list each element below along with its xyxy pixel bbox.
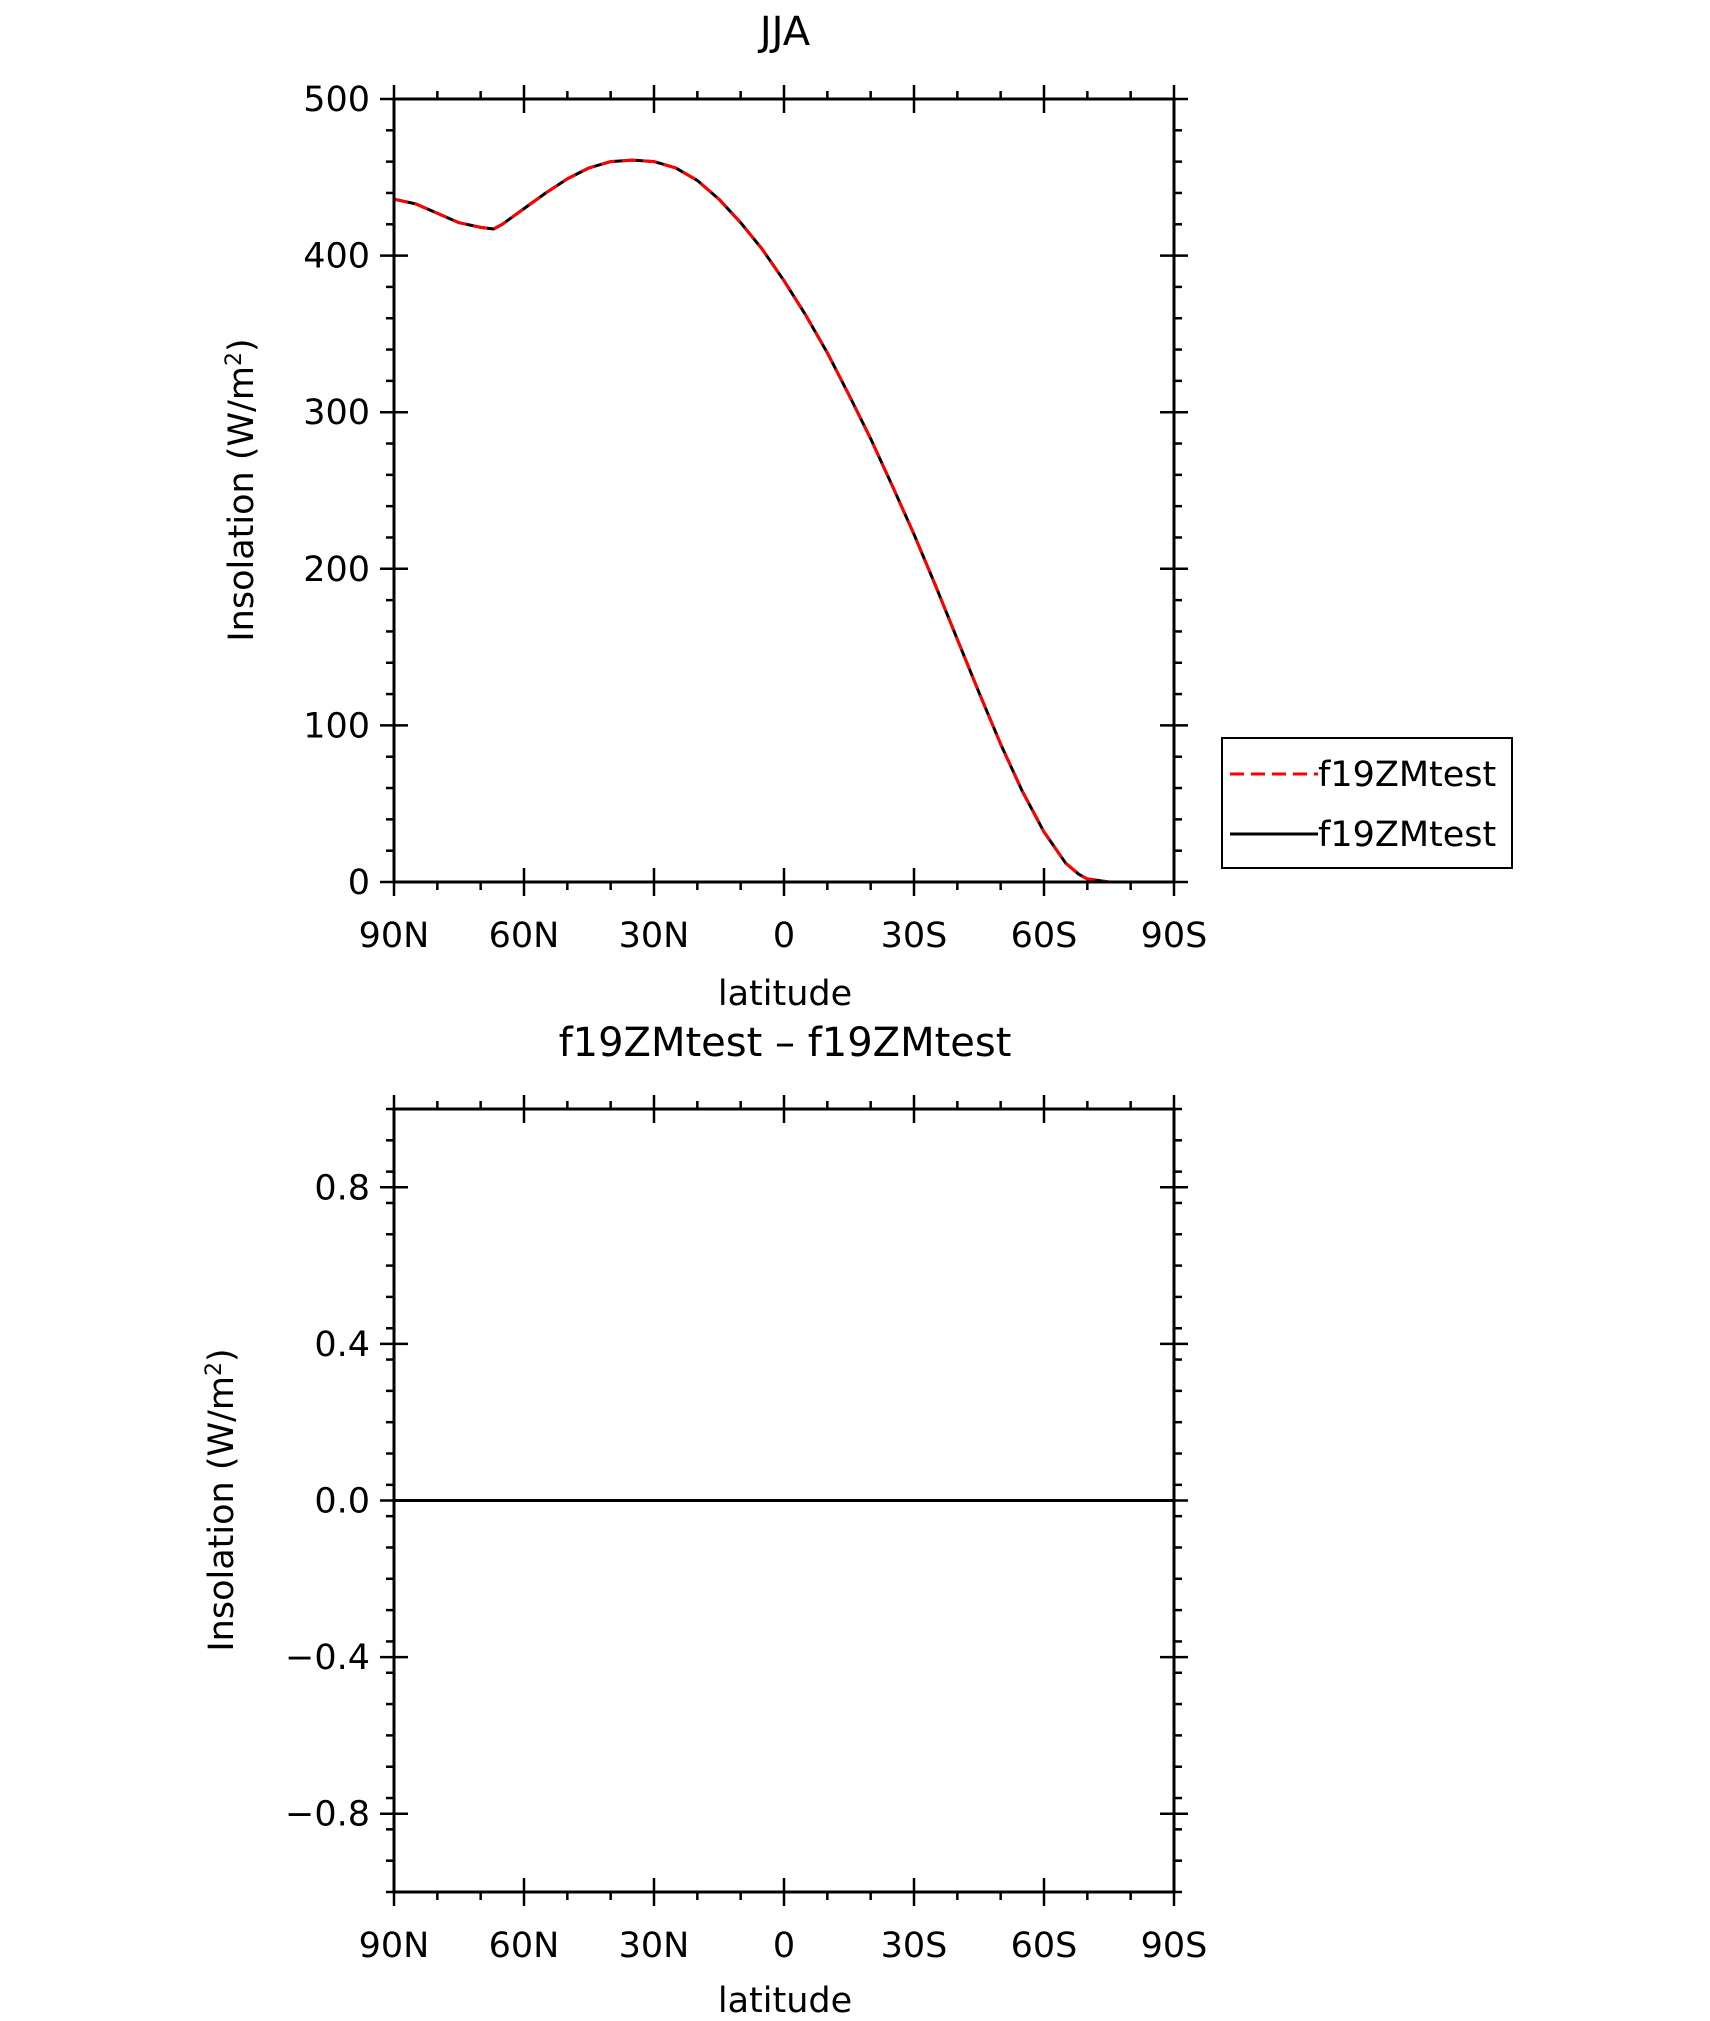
x-tick-label: 90S	[1141, 916, 1208, 956]
x-tick-label: 30N	[619, 1926, 690, 1966]
y-tick-label: 0.8	[314, 1168, 370, 1208]
panel-title: f19ZMtest – f19ZMtest	[559, 1020, 1012, 1066]
axis-ticks: 90N 60N 30N 0 30S 60S 90S 0 100 200 300 400 500	[303, 80, 1207, 956]
x-axis-title: latitude	[718, 974, 852, 1014]
y-tick-label: 100	[303, 706, 370, 746]
legend-box	[1221, 737, 1513, 869]
x-tick-label: 0	[773, 1926, 795, 1966]
y-axis-title: Insolation (W/m2)	[222, 338, 262, 641]
series-line	[393, 158, 1174, 884]
legend-label: f19ZMtest	[1318, 815, 1496, 855]
x-axis-title: latitude	[718, 1981, 852, 2021]
y-tick-label: −0.4	[285, 1638, 370, 1678]
y-axis-title-main: Insolation (W/m	[202, 1376, 242, 1652]
x-tick-label: 60S	[1011, 1926, 1078, 1966]
panel-title: JJA	[757, 9, 811, 55]
insolation-panel: JJA 90N 60N 30N 0 30S 60S 90S0100200300400500 …	[222, 9, 1513, 1014]
difference-panel: f19ZMtest – f19ZMtest 90N 60N 30N 0 30S 60S 90…	[202, 1020, 1207, 2021]
x-tick-label: 0	[773, 916, 795, 956]
x-tick-label: 60N	[489, 1926, 560, 1966]
y-axis-title-superscript: 2	[202, 1362, 227, 1376]
y-axis-title-superscript: 2	[222, 352, 247, 366]
legend: f19ZMtest f19ZMtest	[1221, 737, 1513, 869]
y-tick-label: 400	[303, 237, 370, 277]
x-tick-label: 60S	[1011, 916, 1078, 956]
y-tick-label: 300	[303, 393, 370, 433]
y-axis-title-close: )	[202, 1348, 242, 1362]
y-tick-label: 0.4	[314, 1325, 370, 1365]
axis-ticks: 90N 60N 30N 0 30S 60S 90S 0.8 0.4 0.0 −0.4 −0.8	[285, 1095, 1207, 1966]
series-line	[393, 158, 1174, 884]
x-tick-label: 30S	[881, 916, 948, 956]
y-tick-label: 0	[348, 863, 370, 903]
y-tick-label: 0.0	[314, 1482, 370, 1522]
y-tick-label: −0.8	[285, 1795, 370, 1835]
y-tick-label: 500	[303, 80, 370, 120]
y-axis-title-close: )	[222, 338, 262, 352]
y-axis-title-main: Insolation (W/m	[222, 366, 262, 642]
x-tick-label: 90N	[359, 1926, 430, 1966]
x-tick-label: 60N	[489, 916, 560, 956]
x-tick-label: 30S	[881, 1926, 948, 1966]
legend-label: f19ZMtest	[1318, 755, 1496, 795]
x-tick-label: 90S	[1141, 1926, 1208, 1966]
y-axis-title: Insolation (W/m2)	[202, 1348, 242, 1651]
x-tick-label: 30N	[619, 916, 690, 956]
y-tick-label: 200	[303, 550, 370, 590]
plot-area	[393, 158, 1174, 884]
x-tick-label: 90N	[359, 916, 430, 956]
